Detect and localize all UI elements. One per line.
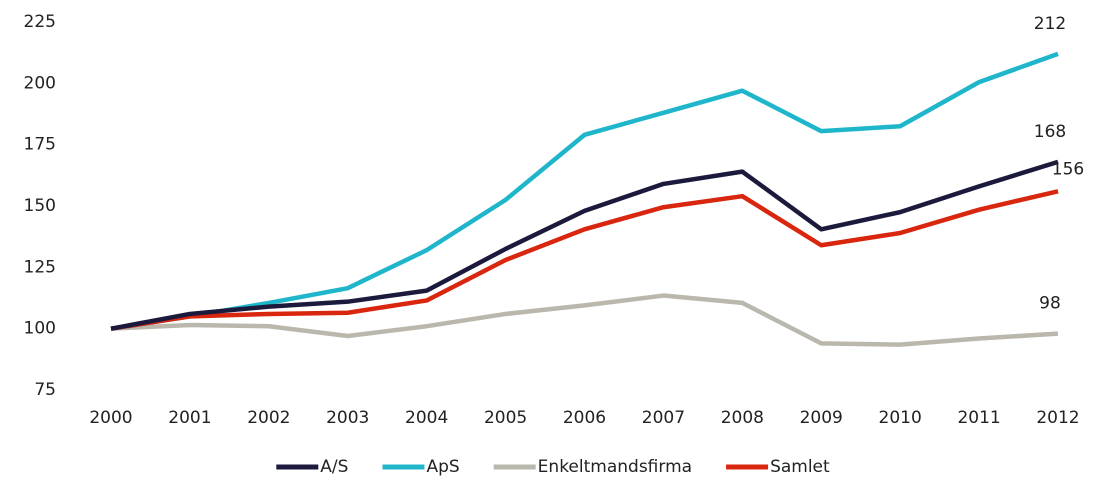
y-tick-label: 100 bbox=[24, 319, 56, 339]
y-tick-label: 75 bbox=[34, 380, 56, 400]
x-tick-label: 2004 bbox=[405, 408, 448, 428]
value-label: 156 bbox=[1052, 159, 1084, 179]
series-line bbox=[110, 189, 1059, 331]
legend-label: A/S bbox=[320, 457, 348, 477]
series-line bbox=[110, 51, 1059, 331]
series-line bbox=[110, 293, 1059, 347]
x-tick-label: 2007 bbox=[642, 408, 685, 428]
x-tick-label: 2003 bbox=[326, 408, 369, 428]
x-tick-label: 2011 bbox=[957, 408, 1000, 428]
value-label: 212 bbox=[1034, 14, 1066, 34]
legend-label: Enkeltmandsfirma bbox=[538, 457, 692, 477]
value-label: 98 bbox=[1039, 294, 1061, 314]
x-tick-label: 2001 bbox=[168, 408, 211, 428]
x-tick-label: 2005 bbox=[484, 408, 527, 428]
y-tick-label: 175 bbox=[24, 135, 56, 155]
y-tick-label: 150 bbox=[24, 196, 56, 216]
value-label: 168 bbox=[1034, 122, 1066, 142]
y-tick-label: 200 bbox=[24, 73, 56, 93]
x-tick-label: 2012 bbox=[1036, 408, 1079, 428]
y-tick-label: 225 bbox=[24, 12, 56, 32]
x-tick-label: 2000 bbox=[89, 408, 132, 428]
x-tick-label: 2006 bbox=[563, 408, 606, 428]
y-tick-label: 125 bbox=[24, 257, 56, 277]
legend-label: ApS bbox=[426, 457, 459, 477]
x-tick-label: 2009 bbox=[800, 408, 843, 428]
x-tick-label: 2002 bbox=[247, 408, 290, 428]
series-line bbox=[110, 159, 1059, 331]
x-tick-label: 2008 bbox=[721, 408, 764, 428]
x-tick-label: 2010 bbox=[879, 408, 922, 428]
legend-label: Samlet bbox=[770, 457, 830, 477]
